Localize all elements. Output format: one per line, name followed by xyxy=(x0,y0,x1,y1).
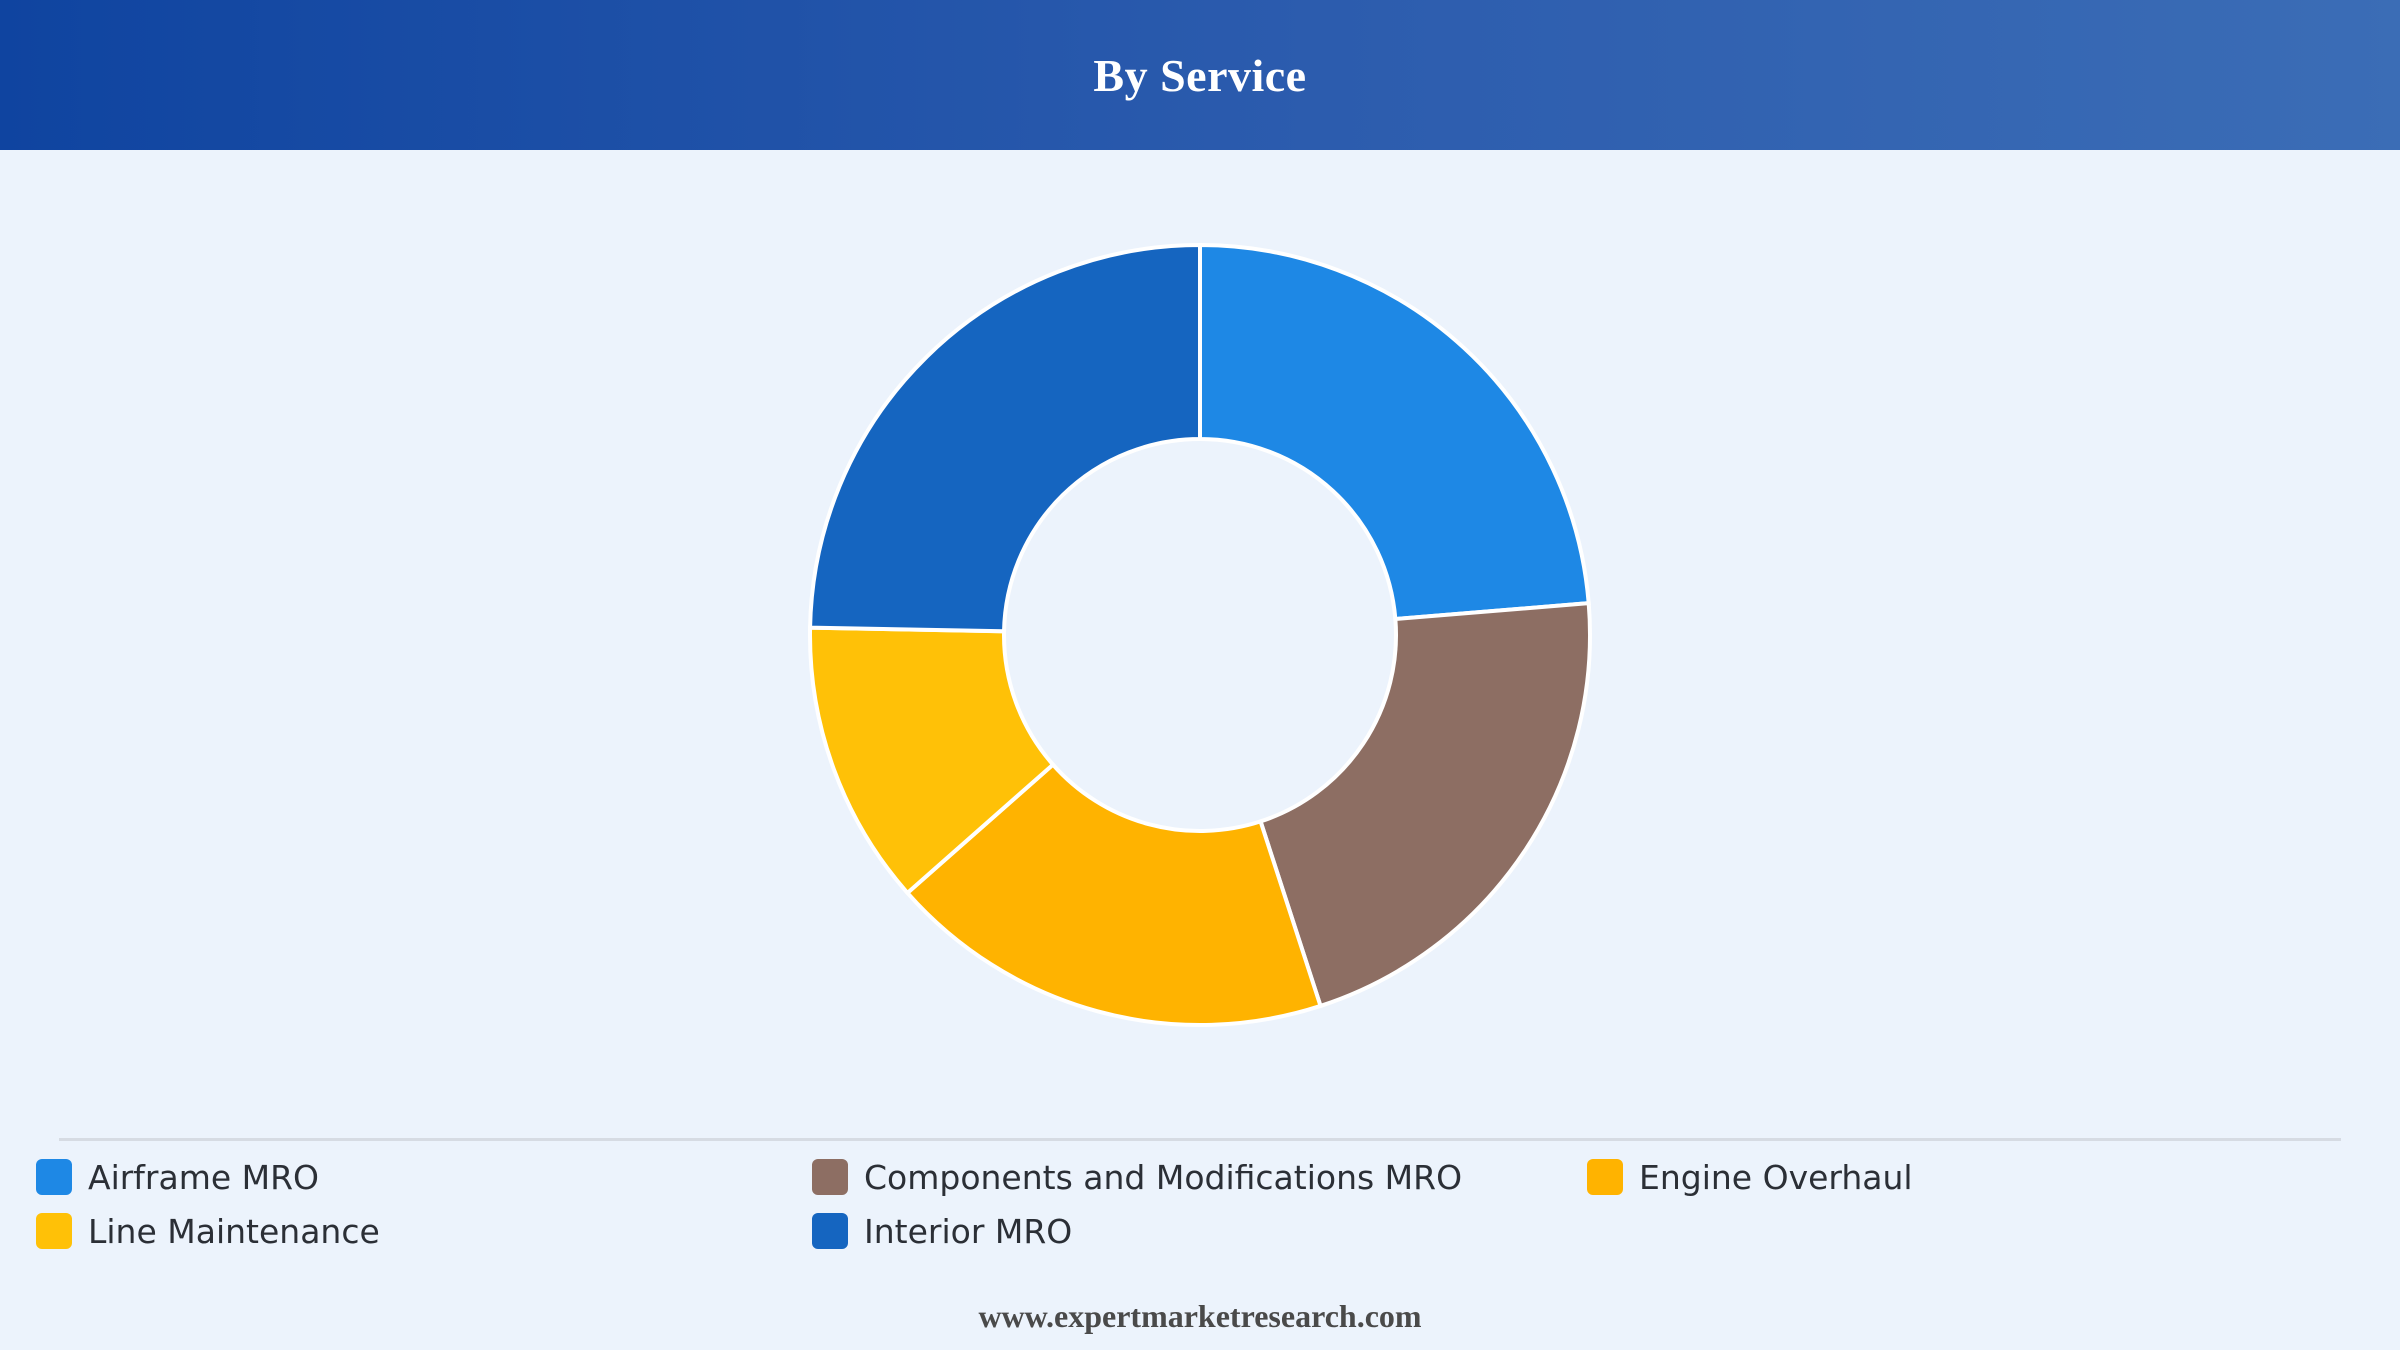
legend-label: Interior MRO xyxy=(864,1211,1073,1251)
donut-slice-line-maintenance xyxy=(808,625,1056,896)
donut-slice-components-and-modifications-mro xyxy=(1258,601,1592,1009)
legend-item-line-maintenance: Line Maintenance xyxy=(36,1209,380,1253)
legend-swatch xyxy=(1587,1159,1623,1195)
donut-chart xyxy=(808,242,1592,1027)
legend-item-components-and-modifications-mro: Components and Modifications MRO xyxy=(812,1155,1462,1199)
legend-swatch xyxy=(812,1213,848,1249)
source-url: www.expertmarketresearch.com xyxy=(978,1298,1422,1334)
legend-item-airframe-mro: Airframe MRO xyxy=(36,1155,319,1199)
legend-swatch xyxy=(812,1159,848,1195)
legend-label: Airframe MRO xyxy=(88,1157,320,1197)
legend-swatch xyxy=(36,1213,72,1249)
legend-label: Components and Modifications MRO xyxy=(864,1157,1463,1197)
legend-label: Engine Overhaul xyxy=(1639,1157,1913,1197)
legend-divider xyxy=(59,1138,2341,1141)
donut-slice-engine-overhaul xyxy=(904,761,1324,1027)
legend-item-engine-overhaul: Engine Overhaul xyxy=(1587,1155,1913,1199)
chart-legend: Airframe MRO Components and Modifications… xyxy=(36,1155,2376,1265)
header-bar: By Service xyxy=(0,0,2400,150)
donut-slice-airframe-mro xyxy=(1198,242,1591,622)
legend-label: Line Maintenance xyxy=(88,1211,380,1251)
donut-slice-interior-mro xyxy=(808,242,1202,634)
donut-chart-area xyxy=(0,150,2400,1130)
legend-swatch xyxy=(36,1159,72,1195)
chart-title: By Service xyxy=(1093,49,1307,101)
legend-item-interior-mro: Interior MRO xyxy=(812,1209,1072,1253)
